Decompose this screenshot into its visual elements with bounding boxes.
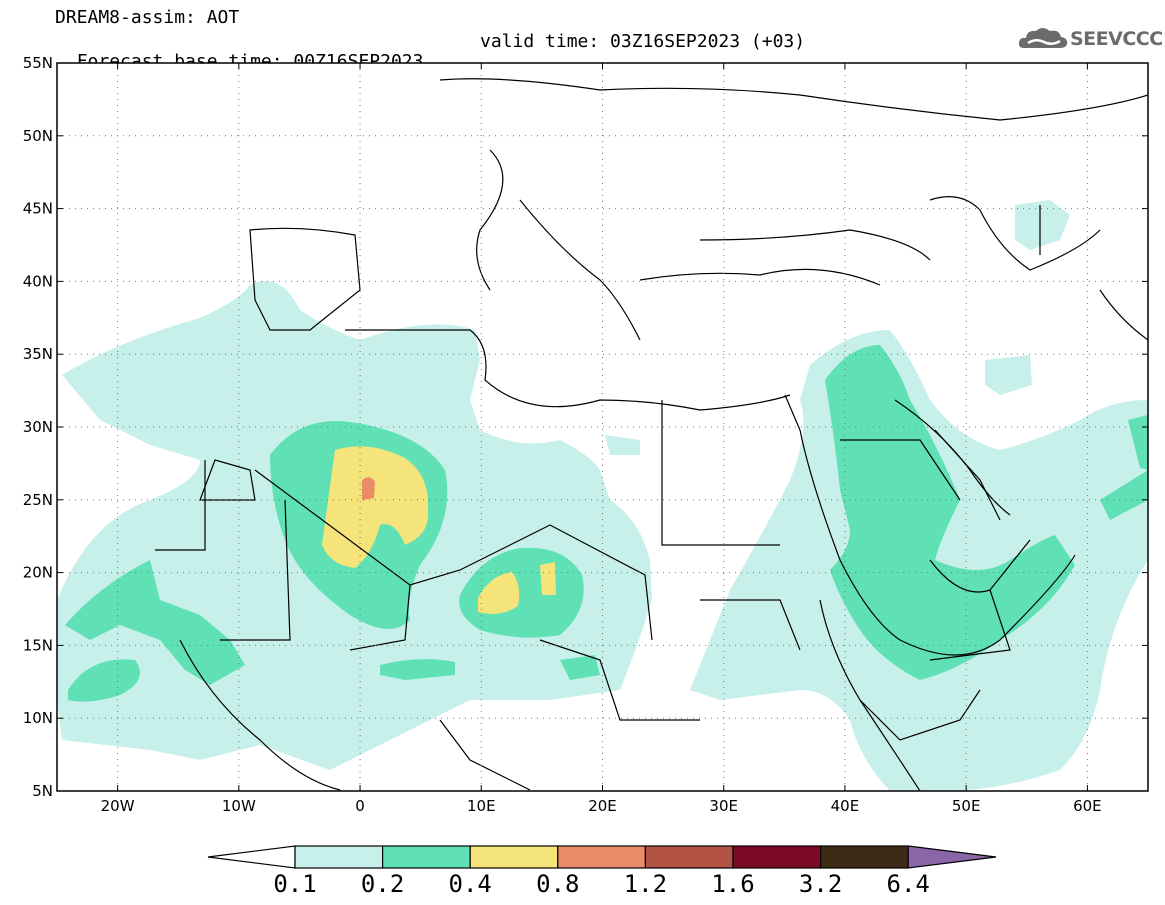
colorbar-label: 0.1 xyxy=(273,870,317,898)
lat-tick-label: 55N xyxy=(23,54,53,72)
aot-field xyxy=(57,200,1148,791)
colorbar-label: 0.8 xyxy=(536,870,580,898)
aot-level-0.4 xyxy=(322,446,556,614)
latitude-axis: 55N 50N 45N 40N 35N 30N 25N 20N 15N 10N 5N xyxy=(23,54,1148,800)
colorbar-swatch xyxy=(469,845,559,869)
lon-tick-label: 20W xyxy=(101,797,135,815)
longitude-axis: 20W 10W 0 10E 20E 30E 40E 50E 60E xyxy=(101,63,1102,815)
colorbar xyxy=(207,845,997,869)
colorbar-label: 1.6 xyxy=(711,870,755,898)
lon-tick-label: 20E xyxy=(588,797,617,815)
colorbar-label: 0.4 xyxy=(448,870,492,898)
logo-text: SEEVCCC xyxy=(1070,28,1163,50)
lat-tick-label: 25N xyxy=(23,491,53,509)
lat-tick-label: 30N xyxy=(23,418,53,436)
lon-tick-label: 10W xyxy=(222,797,256,815)
lat-tick-label: 5N xyxy=(32,782,53,800)
colorbar-label: 0.2 xyxy=(360,870,405,898)
lon-tick-label: 40E xyxy=(831,797,860,815)
colorbar-upper-arrow xyxy=(907,845,997,869)
colorbar-swatch xyxy=(644,845,734,869)
lat-tick-label: 35N xyxy=(23,345,53,363)
aot-level-0.8 xyxy=(362,477,375,500)
lat-tick-label: 40N xyxy=(23,272,53,290)
colorbar-label: 3.2 xyxy=(798,870,843,898)
colorbar-swatch xyxy=(382,845,471,869)
lon-tick-label: 50E xyxy=(952,797,981,815)
lat-tick-label: 45N xyxy=(23,200,53,218)
lon-tick-label: 30E xyxy=(709,797,738,815)
lon-tick-label: 60E xyxy=(1073,797,1102,815)
colorbar-swatch xyxy=(819,845,909,869)
map-title: DREAM8-assim: AOT xyxy=(55,7,240,28)
lon-tick-label: 0 xyxy=(355,797,365,815)
coastlines xyxy=(155,78,1148,791)
lat-tick-label: 50N xyxy=(23,127,53,145)
lon-tick-label: 10E xyxy=(467,797,496,815)
colorbar-label: 1.2 xyxy=(623,870,668,898)
seevccc-logo: SEEVCCC xyxy=(1018,26,1163,52)
colorbar-swatch xyxy=(294,845,384,869)
cloud-icon xyxy=(1018,28,1068,48)
lat-tick-label: 10N xyxy=(23,709,53,727)
grid-lines xyxy=(57,63,1148,791)
colorbar-swatch xyxy=(557,845,646,869)
lat-tick-label: 20N xyxy=(23,564,53,582)
colorbar-swatch xyxy=(732,845,822,869)
colorbar-label: 6.4 xyxy=(886,870,930,898)
lat-tick-label: 15N xyxy=(23,636,53,654)
colorbar-lower-arrow xyxy=(207,845,296,869)
valid-time: valid time: 03Z16SEP2023 (+03) xyxy=(480,31,806,52)
